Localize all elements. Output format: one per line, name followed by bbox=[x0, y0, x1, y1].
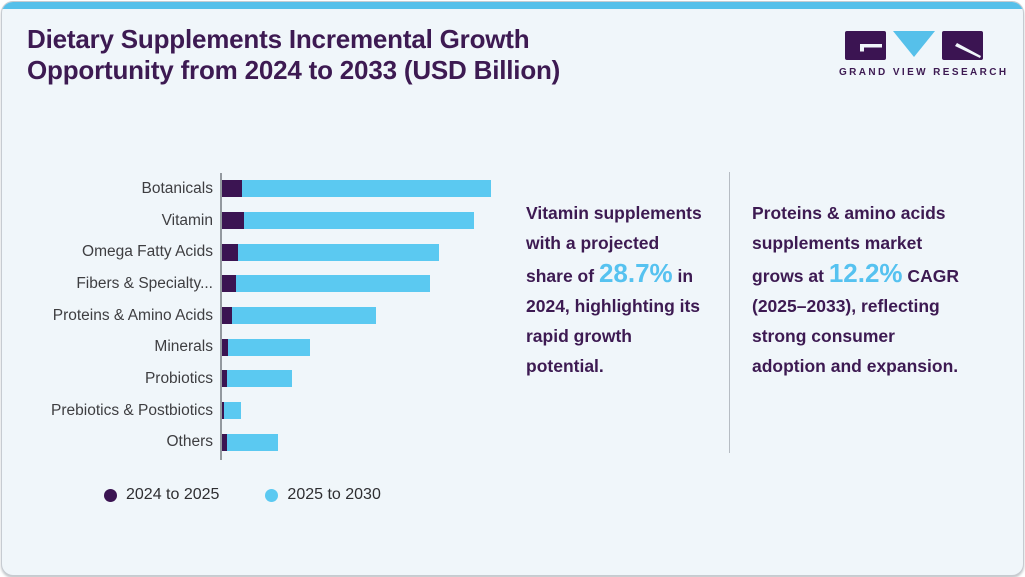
bar-segment-2024-to-2025 bbox=[221, 433, 227, 451]
bar-row: Probiotics bbox=[27, 363, 507, 395]
bar-segment-2024-to-2025 bbox=[221, 180, 243, 198]
bar-segment-2025-to-2030 bbox=[236, 275, 431, 293]
bar-segment-2025-to-2030 bbox=[226, 433, 278, 451]
bar-track bbox=[221, 402, 241, 420]
bar-track bbox=[221, 212, 474, 230]
bar-row: Prebiotics & Postbiotics bbox=[27, 395, 507, 427]
legend-item: 2024 to 2025 bbox=[104, 486, 219, 504]
category-label: Fibers & Specialty... bbox=[76, 274, 213, 292]
callout-text: CAGR (2025–2033), reflecting strong cons… bbox=[752, 265, 959, 376]
legend-dot-icon bbox=[265, 488, 279, 502]
bar-row: Minerals bbox=[27, 331, 507, 363]
bar-segment-2025-to-2030 bbox=[223, 402, 241, 420]
brand-logo: GRAND VIEW RESEARCH bbox=[839, 29, 1009, 78]
bar-segment-2024-to-2025 bbox=[221, 370, 227, 388]
highlighted-stat: 28.7% bbox=[598, 257, 673, 288]
callout-text: Vitamin supplements with a projected sha… bbox=[526, 202, 702, 286]
page-title: Dietary Supplements Incremental Growth O… bbox=[27, 24, 667, 86]
bar-segment-2024-to-2025 bbox=[221, 402, 224, 420]
category-label: Botanicals bbox=[141, 179, 213, 197]
legend-dot-icon bbox=[104, 488, 117, 502]
bar-row: Omega Fatty Acids bbox=[27, 236, 507, 268]
bar-track bbox=[221, 433, 278, 451]
bar-row: Fibers & Specialty... bbox=[27, 268, 507, 300]
bar-track bbox=[221, 180, 491, 198]
legend-label: 2025 to 2030 bbox=[287, 486, 381, 503]
bar-segment-2024-to-2025 bbox=[221, 275, 237, 293]
bar-row: Vitamin bbox=[27, 205, 507, 237]
bar-segment-2025-to-2030 bbox=[242, 180, 491, 198]
bar-rows: Botanicals Vitamin Omega Fatty Acids Fibers… bbox=[27, 173, 507, 458]
legend-item: 2025 to 2030 bbox=[265, 486, 381, 504]
bar-track bbox=[221, 307, 376, 325]
category-label: Omega Fatty Acids bbox=[82, 243, 213, 261]
callout-vitamin: Vitamin supplements with a projected sha… bbox=[526, 198, 708, 381]
callout-text: in 2024, highlighting its rapid growth p… bbox=[526, 265, 701, 376]
bar-segment-2025-to-2030 bbox=[231, 307, 376, 325]
bar-track bbox=[221, 275, 431, 293]
category-label: Probiotics bbox=[144, 369, 213, 387]
callout-text: Proteins & amino acids supplements marke… bbox=[752, 202, 946, 286]
legend-label: 2024 to 2025 bbox=[126, 486, 220, 503]
category-label: Others bbox=[166, 433, 213, 451]
bar-segment-2024-to-2025 bbox=[221, 212, 244, 230]
bar-track bbox=[221, 370, 292, 388]
bar-row: Proteins & Amino Acids bbox=[27, 300, 507, 332]
category-label: Vitamin bbox=[161, 211, 213, 229]
callout-divider bbox=[729, 172, 730, 453]
bar-chart: Botanicals Vitamin Omega Fatty Acids Fibers… bbox=[27, 173, 507, 460]
bar-segment-2024-to-2025 bbox=[221, 307, 232, 325]
bar-segment-2024-to-2025 bbox=[221, 243, 238, 261]
bar-track bbox=[221, 338, 311, 356]
highlighted-stat: 12.2% bbox=[828, 257, 903, 288]
bar-segment-2024-to-2025 bbox=[221, 338, 229, 356]
page-title-line2: Opportunity from 2024 to 2033 (USD Billi… bbox=[27, 55, 561, 85]
brand-logo-text: GRAND VIEW RESEARCH bbox=[839, 67, 1009, 78]
bar-track bbox=[221, 243, 439, 261]
bar-segment-2025-to-2030 bbox=[243, 212, 474, 230]
category-label: Prebiotics & Postbiotics bbox=[51, 401, 213, 419]
bar-row: Botanicals bbox=[27, 173, 507, 205]
bar-segment-2025-to-2030 bbox=[238, 243, 439, 261]
chart-axis-line bbox=[220, 173, 222, 460]
callout-proteins: Proteins & amino acids supplements marke… bbox=[752, 198, 968, 381]
category-label: Minerals bbox=[154, 338, 213, 356]
top-accent-strip bbox=[2, 2, 1023, 9]
grand-view-research-icon bbox=[845, 31, 983, 60]
category-label: Proteins & Amino Acids bbox=[52, 306, 213, 324]
bar-segment-2025-to-2030 bbox=[226, 370, 292, 388]
bar-row: Others bbox=[27, 427, 507, 459]
page-title-line1: Dietary Supplements Incremental Growth bbox=[27, 24, 530, 54]
chart-legend: 2024 to 2025 2025 to 2030 bbox=[104, 486, 381, 504]
bar-segment-2025-to-2030 bbox=[228, 338, 311, 356]
